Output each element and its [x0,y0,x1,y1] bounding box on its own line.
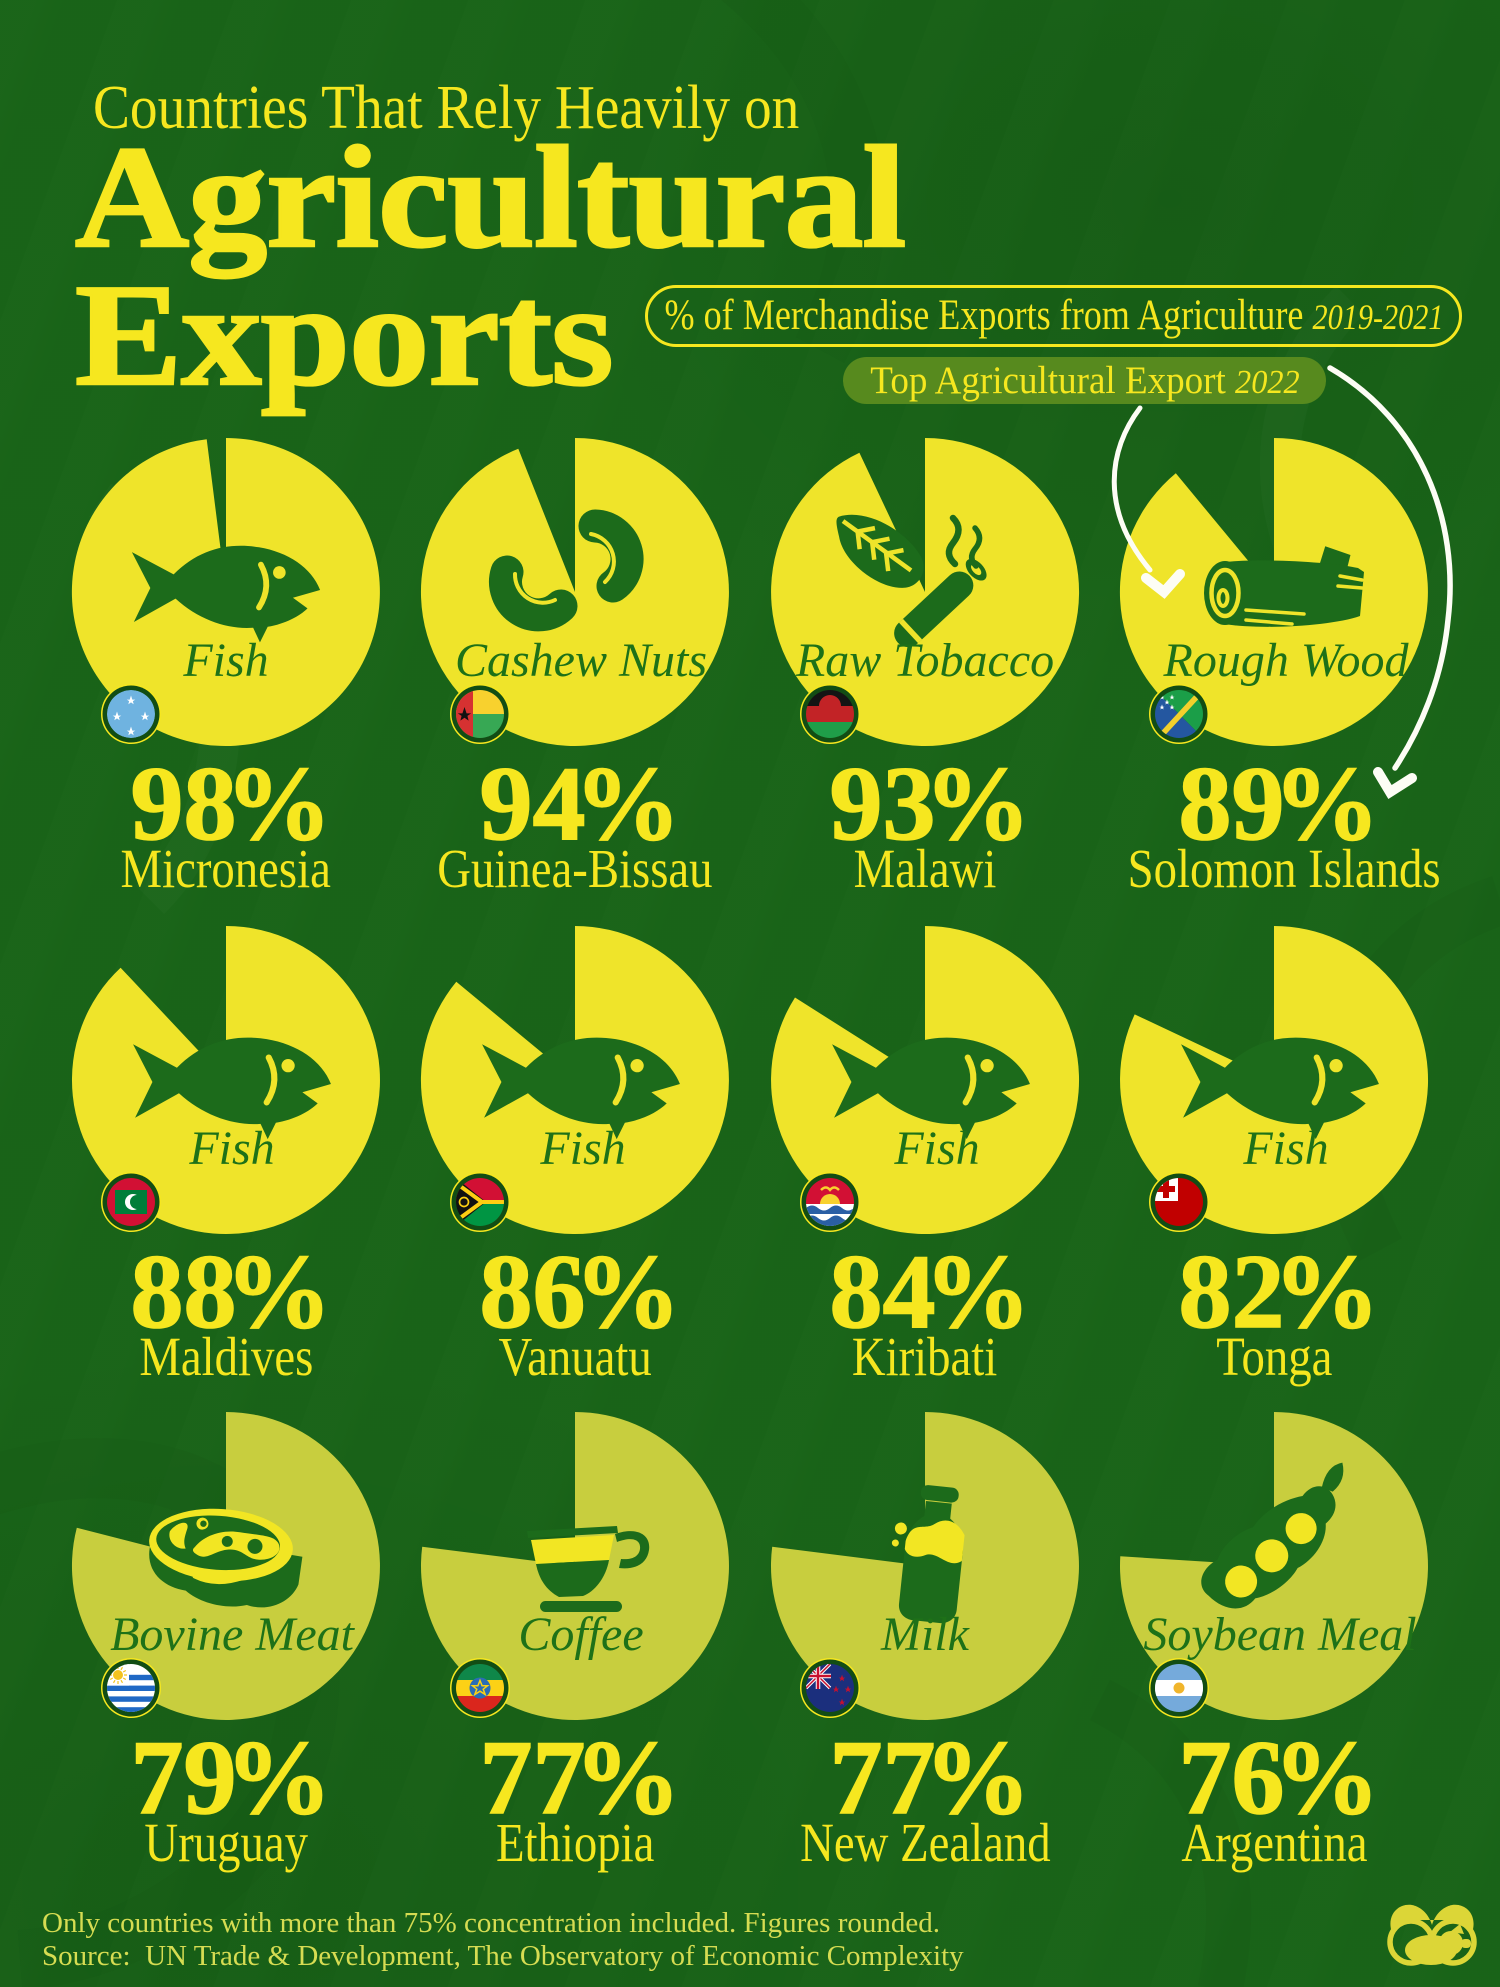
svg-text:Fish: Fish [893,1122,979,1175]
svg-text:Fish: Fish [539,1122,625,1175]
svg-text:Rough Wood: Rough Wood [1163,634,1410,687]
svg-text:Fish: Fish [182,634,268,687]
svg-text:Soybean Meal: Soybean Meal [1143,1608,1416,1661]
svg-text:Raw Tobacco: Raw Tobacco [795,634,1054,687]
svg-text:Coffee: Coffee [518,1608,643,1661]
svg-text:Fish: Fish [188,1122,274,1175]
svg-text:$: $ [1408,1942,1416,1959]
svg-text:Bovine Meat: Bovine Meat [110,1608,356,1661]
svg-text:Milk: Milk [880,1608,971,1661]
svg-text:Cashew Nuts: Cashew Nuts [455,634,707,687]
svg-text:Fish: Fish [1242,1122,1328,1175]
